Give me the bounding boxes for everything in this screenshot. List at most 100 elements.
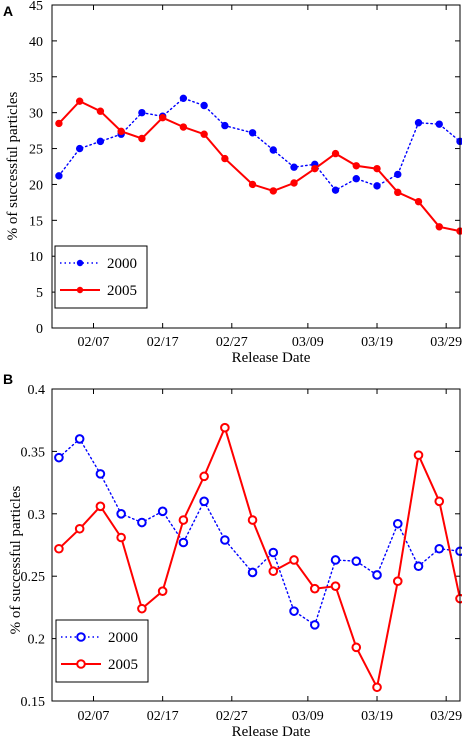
data-point-2000 [394, 170, 402, 179]
y-tick-label: 0.2 [28, 633, 46, 648]
y-tick-label: 5 [36, 286, 43, 301]
data-point-2005 [269, 187, 277, 195]
x-tick-label: 02/17 [147, 709, 179, 724]
data-point-2005 [434, 496, 445, 507]
data-point-2000 [352, 175, 360, 183]
data-point-2000 [269, 146, 277, 154]
data-point-2005 [55, 119, 63, 128]
data-point-2005 [309, 583, 320, 594]
series-line-2005 [57, 424, 461, 691]
legend-label-2000: 2000 [107, 256, 137, 272]
legend-marker-2005 [76, 286, 84, 294]
legend: 2000 2005 [54, 245, 148, 309]
y-axis-label-a: % of successful particles [5, 91, 21, 240]
data-point-2005 [247, 515, 258, 525]
panel-a: A 0 5 10 15 20 25 30 35 40 45 02/07 02/17 02/27 03/09… [3, 0, 462, 366]
data-point-2005 [200, 130, 208, 138]
panel-label-a: A [3, 3, 13, 19]
data-point-2000 [116, 509, 126, 519]
data-point-2005 [178, 515, 189, 525]
y-tick-label: 0.4 [28, 383, 46, 398]
data-point-2000 [331, 186, 340, 194]
data-point-2000 [330, 555, 341, 565]
data-point-2000 [351, 556, 362, 567]
x-tick-label: 02/27 [216, 335, 248, 350]
legend-marker-2000 [76, 632, 86, 642]
data-point-2005 [414, 197, 423, 206]
data-point-2000 [179, 94, 188, 103]
data-point-2005 [372, 682, 382, 693]
data-point-2000 [220, 535, 230, 545]
data-point-2000 [455, 546, 462, 557]
y-tick-label: 0.35 [21, 445, 46, 460]
plot-b: 0.15 0.2 0.25 0.3 0.35 0.4 02/07 02/17 02/27 03/0… [21, 383, 462, 724]
data-point-2005 [413, 450, 424, 460]
data-point-2005 [138, 134, 146, 143]
data-point-2005 [268, 566, 279, 577]
data-point-2000 [373, 182, 381, 190]
data-point-2005 [117, 127, 125, 136]
x-tick-label: 02/07 [78, 335, 110, 350]
data-point-2005 [394, 188, 402, 197]
data-point-2005 [54, 543, 64, 554]
data-point-2005 [179, 123, 188, 131]
data-point-2000 [434, 543, 445, 554]
legend-label-2005: 2005 [108, 657, 138, 673]
legend-marker-2005 [76, 659, 86, 669]
legend-marker-2000 [76, 259, 84, 267]
x-tick-label: 02/07 [78, 709, 110, 724]
data-point-2000 [199, 496, 209, 507]
data-point-2005 [455, 593, 462, 604]
data-point-2005 [95, 501, 106, 512]
plot-a: 0 5 10 15 20 25 30 35 40 45 02/07 02/17 02/27 03/09 03… [29, 0, 462, 350]
y-tick-label: 40 [29, 35, 43, 50]
y-tick-label: 15 [29, 214, 43, 229]
data-point-2005 [157, 586, 168, 596]
y-tick-label: 45 [29, 0, 43, 14]
data-point-2005 [392, 576, 403, 586]
data-point-2005 [248, 180, 257, 189]
x-tick-label: 02/17 [147, 335, 179, 350]
data-point-2005 [435, 223, 443, 231]
data-point-2000 [372, 570, 382, 580]
data-point-2000 [74, 434, 85, 444]
data-point-2000 [178, 537, 189, 548]
data-point-2000 [54, 452, 64, 463]
data-point-2000 [137, 517, 147, 528]
data-point-2000 [268, 547, 279, 558]
y-tick-label: 20 [29, 178, 43, 193]
y-tick-label: 30 [29, 107, 43, 122]
data-point-2000 [248, 129, 257, 137]
panel-label-b: B [3, 371, 13, 387]
x-tick-label: 03/19 [361, 335, 393, 350]
y-tick-label: 0.3 [28, 508, 46, 523]
data-point-2005 [137, 603, 147, 614]
y-axis-label-b: % of successful particles [8, 485, 24, 634]
legend-box [54, 245, 148, 309]
data-point-2000 [413, 561, 424, 572]
x-tick-label: 02/27 [216, 709, 248, 724]
data-point-2000 [157, 506, 168, 517]
series-line-2000 [58, 437, 461, 626]
data-point-2000 [392, 518, 403, 529]
data-point-2005 [158, 113, 167, 122]
data-point-2005 [75, 97, 84, 105]
data-point-2000 [289, 606, 299, 616]
data-point-2005 [311, 164, 319, 173]
data-point-2000 [456, 137, 462, 146]
y-tick-label: 10 [29, 250, 43, 265]
panel-b: B 0.15 0.2 0.25 0.3 0.35 0.4 02/07 02/17 02/27 03… [3, 371, 462, 738]
data-point-2000 [95, 469, 106, 479]
data-point-2000 [55, 172, 63, 180]
data-point-2005 [96, 107, 105, 115]
data-point-2000 [309, 620, 320, 630]
x-axis-label-a: Release Date [232, 350, 311, 366]
data-point-2005 [331, 149, 340, 158]
data-point-2005 [290, 179, 298, 187]
legend-label-2005: 2005 [107, 283, 137, 299]
data-point-2000 [200, 101, 208, 110]
legend-box [55, 619, 149, 683]
data-point-2000 [414, 119, 423, 127]
y-tick-label: 35 [29, 71, 43, 86]
